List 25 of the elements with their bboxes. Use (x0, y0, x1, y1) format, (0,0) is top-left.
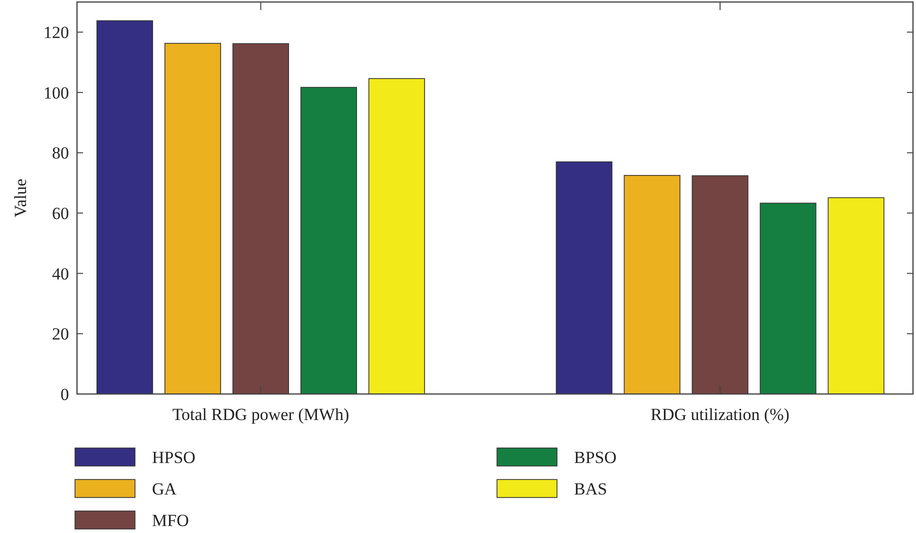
bar (232, 43, 290, 394)
bar (368, 78, 425, 394)
legend-label: BPSO (574, 448, 617, 467)
legend-label: HPSO (152, 448, 196, 467)
bar (96, 20, 154, 394)
legend-label: BAS (574, 479, 608, 498)
legend-label: MFO (152, 510, 189, 530)
y-tick-label: 20 (52, 324, 69, 344)
bar (828, 197, 884, 394)
y-tick-label: 0 (60, 384, 69, 404)
bar (164, 42, 222, 394)
x-tick-label: RDG utilization (%) (650, 405, 790, 424)
x-tick-label: Total RDG power (MWh) (172, 405, 350, 424)
y-tick-label: 80 (52, 144, 69, 163)
y-tick-label: 120 (44, 23, 69, 42)
bar (624, 174, 680, 394)
bar (692, 175, 748, 394)
y-tick-label: 40 (52, 264, 69, 284)
bar (760, 202, 816, 394)
legend-label: GA (152, 479, 178, 498)
bar (300, 86, 357, 394)
y-axis-title: Value (11, 178, 30, 218)
y-tick-label: 60 (52, 204, 69, 224)
y-tick-label: 100 (44, 83, 69, 102)
bar (556, 161, 612, 394)
